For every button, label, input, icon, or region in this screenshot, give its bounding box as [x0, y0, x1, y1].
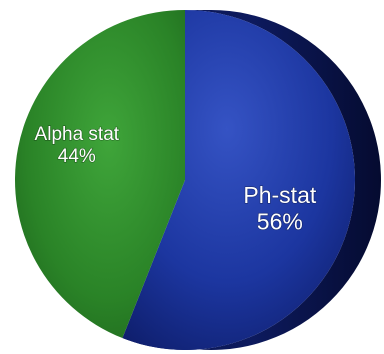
pie-slices	[14, 10, 355, 350]
slice-label: Ph-stat	[243, 182, 316, 208]
slice-value-label: 44%	[58, 146, 96, 167]
pie-slice-alpha-stat	[14, 10, 186, 339]
slice-label: Alpha stat	[35, 124, 120, 145]
pie-slice-ph-stat	[122, 10, 355, 350]
slice-value-label: 56%	[257, 209, 303, 235]
